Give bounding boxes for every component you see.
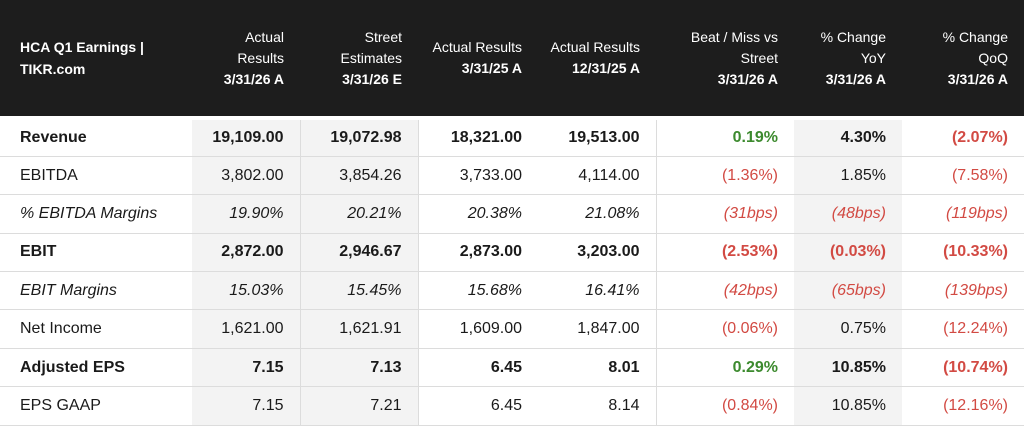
cell-yoy: (48bps) <box>794 194 902 234</box>
row-label: Net Income <box>20 320 102 338</box>
table-header-row: HCA Q1 Earnings | TIKR.com Actual Result… <box>0 0 1024 118</box>
cell-qoq: (12.24%) <box>943 320 1008 338</box>
cell-actual-q4-25: 16.41% <box>585 281 640 299</box>
column-header-yoy: % Change YoY 3/31/26 A <box>820 28 886 87</box>
table-row: Revenue 19,109.00 19,072.98 18,321.00 19… <box>0 118 1024 157</box>
cell-yoy: 1.85% <box>794 156 902 195</box>
column-header-beat-miss: Beat / Miss vs Street 3/31/26 A <box>690 28 778 87</box>
cell-actual-q1-26: 1,621.00 <box>192 309 300 349</box>
cell-actual-q1-26: 19,109.00 <box>192 118 300 157</box>
cell-beat-miss: (1.36%) <box>655 156 794 195</box>
cell-yoy: (65bps) <box>794 271 902 310</box>
table-row: EBIT 2,872.00 2,946.67 2,873.00 3,203.00… <box>0 233 1024 272</box>
cell-yoy: 0.75% <box>794 309 902 349</box>
table-row: Adjusted EPS 7.15 7.13 6.45 8.01 0.29% 1… <box>0 348 1024 387</box>
column-header-actual-q4-25: Actual Results 12/31/25 A <box>550 39 640 76</box>
cell-beat-miss: (2.53%) <box>655 233 794 272</box>
cell-street-q1-26: 2,946.67 <box>299 233 418 272</box>
table-title-line1: HCA Q1 Earnings | <box>20 39 144 55</box>
table-body: Revenue 19,109.00 19,072.98 18,321.00 19… <box>0 118 1024 426</box>
cell-actual-q1-26: 19.90% <box>192 194 300 234</box>
cell-actual-q4-25: 21.08% <box>585 204 640 222</box>
cell-yoy: 10.85% <box>794 348 902 387</box>
row-label: Revenue <box>20 128 87 146</box>
row-label: Adjusted EPS <box>20 358 125 376</box>
table-title: HCA Q1 Earnings | TIKR.com <box>0 0 192 118</box>
cell-qoq: (119bps) <box>946 204 1008 222</box>
cell-yoy: 4.30% <box>794 118 902 157</box>
table-row: EPS GAAP 7.15 7.21 6.45 8.14 (0.84%) 10.… <box>0 386 1024 426</box>
cell-actual-q1-26: 2,872.00 <box>192 233 300 272</box>
cell-actual-q4-25: 1,847.00 <box>577 320 640 338</box>
cell-qoq: (10.33%) <box>943 243 1008 261</box>
column-header-actual-q1-25: Actual Results 3/31/25 A <box>432 39 522 76</box>
cell-street-q1-26: 15.45% <box>299 271 418 310</box>
cell-street-q1-26: 7.13 <box>299 348 418 387</box>
row-label: EBITDA <box>20 166 78 184</box>
table-title-line2: TIKR.com <box>20 61 86 77</box>
cell-actual-q4-25: 3,203.00 <box>577 243 640 261</box>
cell-yoy: (0.03%) <box>794 233 902 272</box>
cell-beat-miss: (0.06%) <box>655 309 794 349</box>
row-label: EBIT <box>20 243 57 261</box>
cell-street-q1-26: 1,621.91 <box>299 309 418 349</box>
cell-actual-q4-25: 8.14 <box>608 396 640 414</box>
table-row: Net Income 1,621.00 1,621.91 1,609.00 1,… <box>0 309 1024 349</box>
cell-actual-q1-25: 1,609.00 <box>417 309 538 349</box>
cell-yoy: 10.85% <box>794 386 902 426</box>
cell-street-q1-26: 3,854.26 <box>299 156 418 195</box>
cell-street-q1-26: 7.21 <box>299 386 418 426</box>
cell-actual-q1-25: 20.38% <box>417 194 538 234</box>
cell-street-q1-26: 20.21% <box>299 194 418 234</box>
cell-qoq: (7.58%) <box>951 166 1008 184</box>
cell-actual-q1-25: 15.68% <box>417 271 538 310</box>
cell-qoq: (12.16%) <box>943 396 1008 414</box>
cell-beat-miss: (0.84%) <box>655 386 794 426</box>
cell-actual-q1-25: 6.45 <box>417 386 538 426</box>
cell-street-q1-26: 19,072.98 <box>299 118 418 157</box>
cell-actual-q1-25: 3,733.00 <box>417 156 538 195</box>
cell-actual-q4-25: 19,513.00 <box>568 128 640 146</box>
cell-qoq: (2.07%) <box>951 128 1008 146</box>
cell-beat-miss: (31bps) <box>655 194 794 234</box>
cell-actual-q1-26: 3,802.00 <box>192 156 300 195</box>
column-header-actual-q1-26: Actual Results 3/31/26 A <box>223 28 284 87</box>
column-header-qoq: % Change QoQ 3/31/26 A <box>942 28 1008 87</box>
cell-actual-q1-25: 2,873.00 <box>417 233 538 272</box>
cell-actual-q1-26: 15.03% <box>192 271 300 310</box>
cell-beat-miss: 0.29% <box>655 348 794 387</box>
cell-beat-miss: (42bps) <box>655 271 794 310</box>
row-label: EBIT Margins <box>20 281 117 299</box>
cell-actual-q1-25: 6.45 <box>417 348 538 387</box>
table-row: EBITDA 3,802.00 3,854.26 3,733.00 4,114.… <box>0 156 1024 195</box>
cell-actual-q1-26: 7.15 <box>192 386 300 426</box>
column-header-street-q1-26: Street Estimates 3/31/26 E <box>340 28 402 87</box>
cell-qoq: (10.74%) <box>943 358 1008 376</box>
cell-actual-q1-25: 18,321.00 <box>417 118 538 157</box>
table-row: % EBITDA Margins 19.90% 20.21% 20.38% 21… <box>0 194 1024 234</box>
cell-actual-q1-26: 7.15 <box>192 348 300 387</box>
cell-actual-q4-25: 4,114.00 <box>578 166 640 184</box>
cell-beat-miss: 0.19% <box>655 118 794 157</box>
row-label: EPS GAAP <box>20 396 101 414</box>
row-label: % EBITDA Margins <box>20 204 158 222</box>
cell-actual-q4-25: 8.01 <box>608 358 640 376</box>
cell-qoq: (139bps) <box>944 281 1008 299</box>
table-row: EBIT Margins 15.03% 15.45% 15.68% 16.41%… <box>0 271 1024 310</box>
